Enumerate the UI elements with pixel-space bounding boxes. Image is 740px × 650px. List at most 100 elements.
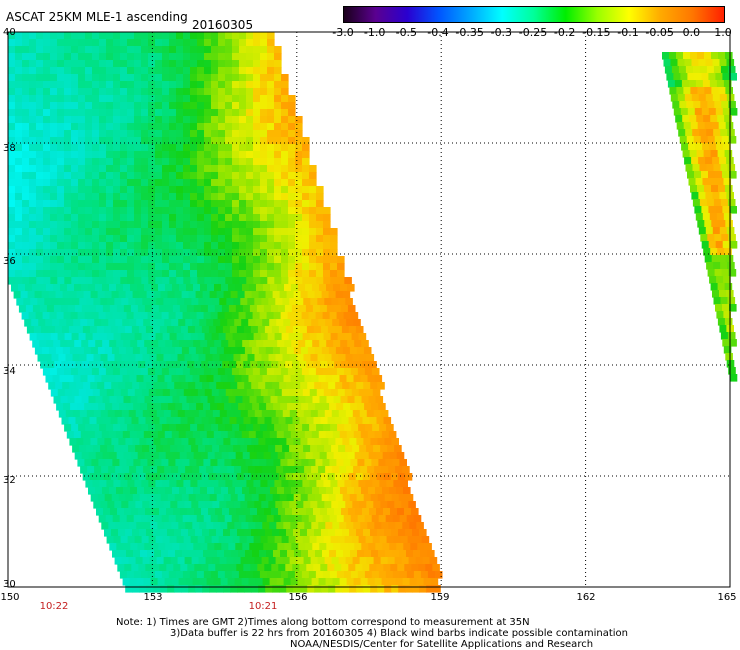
swath-cell [138,417,147,425]
swath-cell [162,46,170,54]
swath-cell [218,172,226,180]
swath-cell [112,312,121,320]
swath-cell [155,95,163,103]
swath-cell [217,550,225,558]
swath-cell [36,270,44,278]
swath-cell [158,340,166,348]
swath-cell [106,186,114,194]
swath-cell [113,424,121,432]
swath-cell [354,340,362,348]
swath-cell [120,333,129,341]
swath-cell [98,312,107,320]
swath-cell [288,151,296,159]
swath-cell [160,347,169,355]
swath-cell [712,157,720,165]
swath-cell [240,298,248,306]
swath-cell [285,508,293,516]
swath-cell [106,277,114,285]
swath-cell [729,304,737,312]
swath-cell [113,46,121,54]
swath-cell [281,158,289,166]
swath-cell [281,74,289,82]
swath-cell [8,207,16,215]
swath-cell [140,368,149,376]
swath-cell [246,60,254,68]
swath-cell [677,94,686,102]
swath-cell [279,382,287,390]
swath-cell [230,494,239,502]
swath-cell [244,382,252,390]
swath-cell [60,340,68,348]
swath-cell [362,508,370,516]
swath-cell [278,473,287,481]
swath-cell [43,165,51,173]
swath-cell [260,123,268,131]
swath-cell [179,284,187,292]
swath-cell [222,326,231,334]
swath-cell [76,347,85,355]
swath-cell [699,164,708,172]
swath-cell [105,403,113,411]
swath-cell [246,193,254,201]
swath-cell [92,228,100,236]
swath-cell [143,466,151,474]
swath-cell [211,109,219,117]
swath-cell [8,102,16,110]
swath-cell [183,242,191,250]
swath-cell [198,501,206,509]
swath-cell [99,137,107,145]
swath-cell [223,494,232,502]
swath-cell [147,515,156,523]
swath-cell [78,256,86,264]
swath-cell [267,389,276,397]
swath-cell [321,291,330,299]
swath-cell [99,256,107,264]
swath-cell [355,473,364,481]
swath-cell [120,172,128,180]
swath-cell [177,445,185,453]
swath-cell [149,445,157,453]
swath-cell [260,242,268,250]
swath-cell [180,326,189,334]
swath-cell [133,550,141,558]
swath-cell [95,452,104,460]
swath-cell [274,88,282,96]
swath-cell [701,108,710,116]
swath-cell [199,466,207,474]
swath-cell [337,270,345,278]
swath-cell [141,389,150,397]
swath-cell [424,543,432,551]
swath-cell [309,242,317,250]
swath-cell [267,95,275,103]
swath-cell [102,396,111,404]
swath-cell [246,39,254,47]
swath-cell [43,137,51,145]
swath-cell [64,333,73,341]
swath-cell [302,137,310,145]
swath-cell [104,347,113,355]
swath-cell [162,158,170,166]
swath-cell [43,242,51,250]
swath-cell [148,200,156,208]
swath-cell [295,249,303,257]
swath-cell [276,578,285,586]
swath-cell [184,410,193,418]
swath-cell [181,585,189,593]
swath-cell [232,221,240,229]
swath-cell [205,410,214,418]
swath-cell [141,235,149,243]
swath-cell [225,123,233,131]
swath-cell [57,200,65,208]
swath-cell [288,277,296,285]
swath-cell [304,319,312,327]
swath-cell [323,228,331,236]
swath-cell [305,340,313,348]
swath-cell [159,361,167,369]
swath-cell [153,585,161,593]
swath-cell [225,53,233,61]
swath-cell [8,263,16,271]
swath-cell [36,81,44,89]
swath-cell [253,67,261,75]
swath-cell [71,67,79,75]
swath-cell [262,375,271,383]
